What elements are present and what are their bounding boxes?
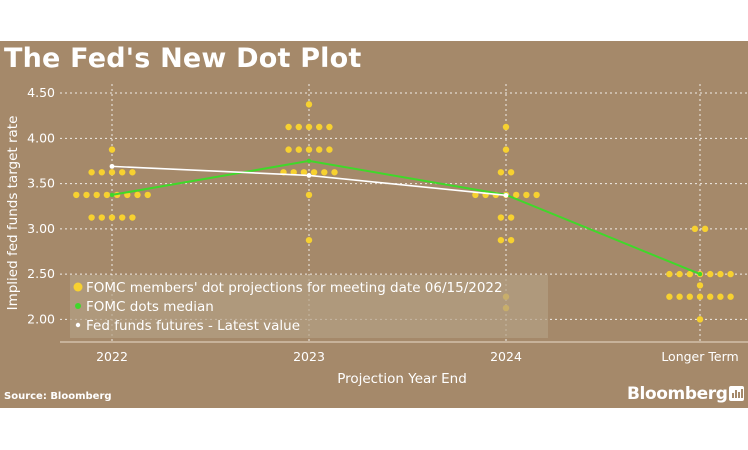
legend-entry: FOMC members' dot projections for meetin… [86, 280, 503, 296]
fomc-dot [103, 191, 111, 199]
fomc-dot [108, 146, 116, 153]
legend-entry: FOMC dots median [86, 299, 214, 315]
fomc-dot [305, 236, 313, 244]
fomc-dot [305, 123, 313, 131]
x-tick-label: 2024 [490, 349, 522, 364]
fomc-dot [134, 191, 141, 199]
legend-median-marker [75, 303, 81, 309]
fomc-dot [696, 282, 704, 289]
fomc-dot [88, 169, 95, 176]
brand-logo: Bloomberg [627, 384, 728, 404]
x-tick-label: 2022 [96, 349, 128, 364]
fomc-dot [285, 123, 292, 131]
fomc-dot [507, 169, 515, 176]
fomc-dot [295, 123, 302, 131]
fomc-dot [300, 169, 308, 176]
legend-futures-marker [75, 322, 81, 328]
fomc-dot [119, 214, 126, 221]
fomc-dot [326, 146, 333, 153]
futures-point [109, 163, 115, 169]
fomc-dot [321, 169, 328, 176]
fomc-dot [316, 146, 323, 153]
fomc-dot [98, 169, 106, 176]
fomc-dot [497, 236, 505, 244]
fomc-dot [285, 146, 292, 153]
fomc-dot [676, 293, 683, 300]
median-point [109, 192, 115, 198]
fomc-dot [88, 214, 95, 221]
fomc-dot [326, 123, 333, 131]
y-tick-label: 3.50 [27, 176, 55, 191]
fomc-dot [295, 146, 302, 153]
fomc-dot [686, 270, 693, 278]
x-tick-label: Longer Term [661, 349, 738, 364]
fomc-dot [73, 191, 80, 199]
median-line [111, 159, 701, 276]
fomc-dot [305, 101, 313, 108]
fomc-dot [666, 293, 673, 300]
y-tick-label: 4.00 [27, 130, 55, 145]
x-tick-label: 2023 [293, 349, 325, 364]
fomc-dot [533, 191, 540, 199]
fomc-dot [502, 146, 510, 153]
source-note: Source: Bloomberg [4, 391, 112, 402]
fomc-dot [502, 123, 510, 131]
fomc-dot [310, 169, 318, 176]
fomc-dot [144, 191, 151, 199]
brand-chart-icon [729, 386, 744, 401]
chart-card: The Fed's New Dot Plot Source: Bloomberg… [0, 41, 748, 408]
y-axis-label: Implied fed funds target rate [5, 116, 21, 311]
fomc-dot [331, 169, 338, 176]
legend-dot-marker [73, 282, 83, 292]
median-point [697, 271, 703, 277]
fomc-dot [696, 316, 704, 323]
y-tick-label: 3.00 [27, 221, 55, 236]
fomc-dot [83, 191, 90, 199]
fomc-dot [98, 214, 106, 221]
fomc-dot [696, 293, 704, 300]
fomc-dot [108, 169, 116, 176]
fomc-dot [129, 169, 136, 176]
fomc-dot [497, 214, 505, 221]
fomc-dot [691, 225, 699, 233]
fomc-dot [727, 293, 734, 300]
fomc-dot [316, 123, 323, 131]
futures-point [306, 173, 312, 178]
fomc-dot [727, 270, 734, 278]
median-point [306, 158, 312, 164]
y-tick-label: 2.00 [27, 311, 55, 326]
fomc-dot [108, 214, 116, 221]
fomc-dot [513, 191, 520, 199]
fomc-dot [707, 293, 714, 300]
chart-title: The Fed's New Dot Plot [4, 43, 362, 74]
fomc-dot [686, 293, 693, 300]
fomc-dot [707, 270, 714, 278]
fomc-dot [523, 191, 530, 199]
fomc-dot [119, 169, 126, 176]
fomc-dot [666, 270, 673, 278]
fomc-dot [305, 191, 313, 199]
fomc-dot [676, 270, 683, 278]
fomc-dot [305, 146, 313, 153]
x-axis-label: Projection Year End [337, 371, 467, 387]
fomc-dot [507, 214, 515, 221]
legend-entry: Fed funds futures - Latest value [86, 318, 300, 334]
fomc-dot [472, 191, 479, 199]
fomc-dot [717, 270, 724, 278]
legend-box [70, 275, 548, 338]
y-tick-label: 4.50 [27, 85, 55, 100]
fomc-dot [507, 236, 515, 244]
fomc-dot [93, 191, 100, 199]
fomc-dot [701, 225, 709, 233]
fomc-dot [717, 293, 724, 300]
futures-point [503, 192, 509, 198]
fomc-dot [129, 214, 136, 221]
y-tick-label: 2.50 [27, 266, 55, 281]
fomc-dot [497, 169, 505, 176]
